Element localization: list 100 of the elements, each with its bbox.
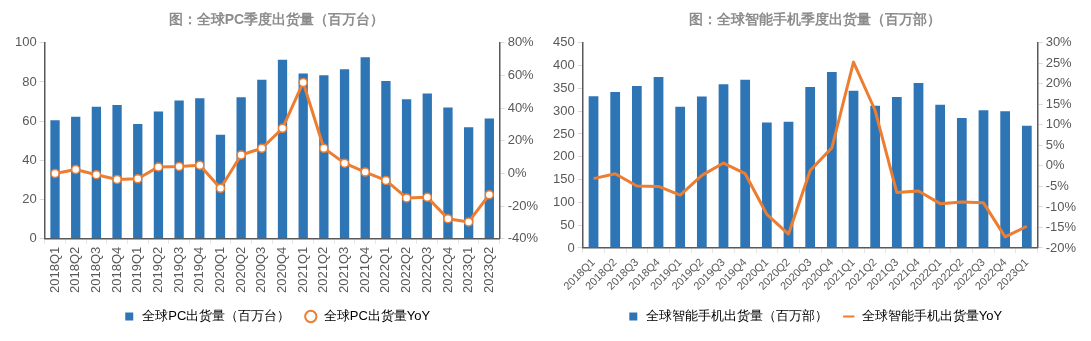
x-tick-label: 2020Q4	[274, 246, 290, 293]
bar	[71, 116, 81, 239]
point	[70, 164, 81, 175]
bar	[174, 100, 184, 239]
y2-tick-label: -40%	[507, 230, 539, 246]
y-tick-label: 0	[29, 230, 37, 246]
y2-tick-label: -20%	[1045, 239, 1077, 255]
legend-label: 全球智能手机出货量YoY	[861, 308, 1003, 324]
x-tick-label: 2021Q3	[336, 246, 352, 293]
bar	[826, 71, 837, 248]
bar	[215, 134, 226, 239]
y-tick-label: 200	[552, 148, 575, 164]
bar	[848, 90, 859, 248]
bar	[360, 57, 370, 239]
point	[112, 174, 122, 185]
point	[195, 160, 205, 171]
y-tick-label: 100	[552, 193, 575, 209]
point	[91, 169, 102, 180]
y-tick-label: 0	[567, 239, 575, 255]
chart-title: 图：全球PC季度出货量（百万台）	[168, 11, 385, 28]
x-tick-label: 2020Q1	[212, 246, 228, 293]
point	[153, 162, 164, 172]
point	[277, 123, 288, 134]
y2-tick-label: 80%	[507, 34, 535, 50]
bar	[653, 77, 664, 248]
y2-tick-label: 40%	[507, 99, 535, 115]
bar	[935, 104, 946, 248]
bar	[257, 79, 267, 239]
point	[339, 158, 350, 168]
point	[298, 77, 308, 88]
point	[236, 150, 246, 160]
point	[215, 183, 226, 194]
point	[257, 143, 267, 154]
y2-tick-label: 15%	[1045, 95, 1073, 111]
x-tick-label: 2018Q4	[108, 246, 124, 293]
y2-tick-label: -20%	[507, 197, 539, 213]
x-tick-label: 2018Q1	[46, 246, 62, 293]
x-tick-label: 2019Q2	[150, 246, 166, 293]
bar	[1000, 111, 1011, 248]
bar	[277, 59, 288, 239]
y-tick-label: 450	[552, 34, 575, 50]
y2-tick-label: 20%	[507, 132, 535, 148]
bar	[91, 106, 102, 239]
x-tick-label: 2021Q4	[356, 246, 372, 293]
x-tick-label: 2019Q1	[129, 246, 145, 293]
legend-label: 全球PC出货量YoY	[323, 308, 431, 324]
bar	[112, 105, 122, 239]
bar	[484, 118, 494, 239]
chart-title: 图：全球智能手机季度出货量（百万部）	[688, 11, 941, 28]
point	[422, 192, 433, 203]
point	[381, 175, 391, 186]
x-tick-label: 2019Q4	[191, 246, 207, 293]
point	[484, 189, 495, 200]
bar	[761, 122, 772, 248]
y-tick-label: 300	[552, 102, 575, 118]
y2-tick-label: 60%	[507, 67, 535, 83]
point	[443, 213, 453, 224]
legend-label: 全球智能手机出货量（百万部）	[646, 308, 829, 324]
y-tick-label: 250	[552, 125, 575, 141]
x-tick-label: 2020Q2	[232, 246, 248, 293]
bar	[696, 96, 707, 248]
bar	[805, 87, 816, 248]
x-tick-label: 2022Q3	[418, 246, 434, 293]
y-tick-label: 50	[560, 216, 575, 232]
x-tick-label: 2021Q1	[294, 246, 310, 293]
x-tick-label: 2022Q4	[439, 246, 455, 293]
y-tick-label: 100	[14, 34, 37, 50]
bar	[153, 111, 164, 239]
bar	[50, 120, 60, 239]
point	[50, 168, 60, 179]
bar	[675, 106, 686, 248]
y2-tick-label: 30%	[1045, 34, 1073, 50]
y2-tick-label: -15%	[1045, 219, 1077, 235]
x-tick-label: 2019Q3	[170, 246, 186, 293]
bar	[740, 79, 751, 248]
y2-tick-label: 0%	[1045, 157, 1065, 173]
bar	[913, 82, 924, 248]
y-tick-label: 150	[552, 171, 575, 187]
bar	[1021, 125, 1032, 248]
legend-label: 全球PC出货量（百万台）	[142, 308, 291, 324]
y-tick-label: 20	[22, 191, 37, 207]
y2-tick-label: 10%	[1045, 116, 1073, 132]
bar	[870, 105, 881, 248]
bar	[401, 99, 412, 239]
y2-tick-label: 5%	[1045, 136, 1065, 152]
x-tick-label: 2022Q1	[377, 246, 393, 293]
x-tick-label: 2020Q3	[253, 246, 269, 293]
point	[319, 143, 329, 154]
point	[133, 174, 143, 184]
bar	[718, 84, 729, 248]
point	[174, 161, 184, 172]
x-tick-label: 2018Q2	[67, 246, 83, 293]
y2-tick-label: 25%	[1045, 54, 1073, 70]
point	[401, 193, 412, 203]
bar	[422, 93, 432, 239]
x-tick-label: 2023Q2	[480, 246, 496, 293]
point	[463, 217, 474, 227]
y2-tick-label: -5%	[1045, 178, 1070, 194]
y-tick-label: 40	[22, 151, 37, 167]
x-tick-label: 2018Q3	[87, 246, 103, 293]
